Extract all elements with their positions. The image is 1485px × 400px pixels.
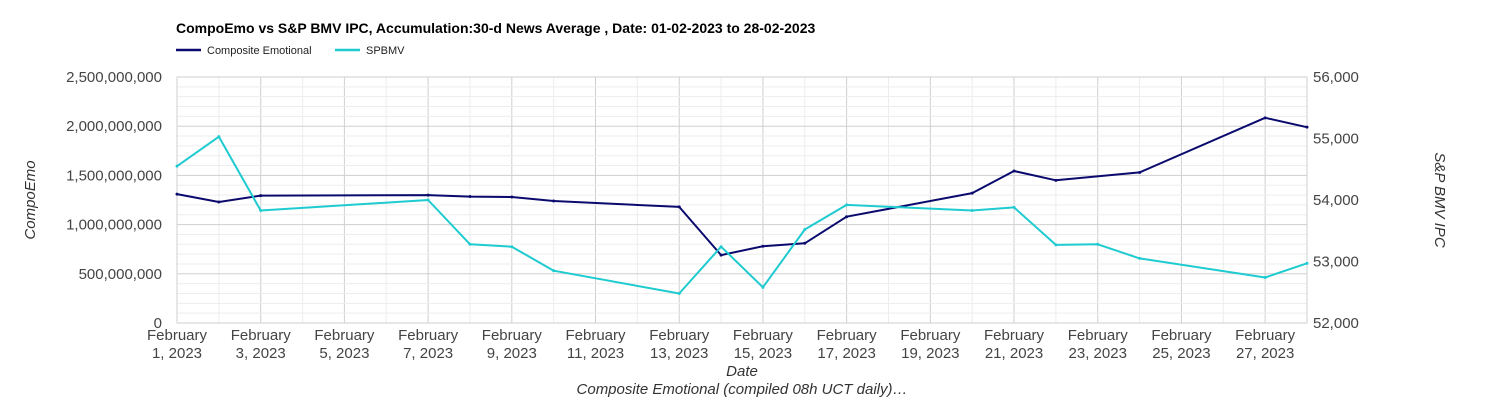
x-tick-label-date: 23, 2023 <box>1069 345 1127 362</box>
legend-item-composite-emotional[interactable]: Composite Emotional <box>176 45 312 57</box>
data-point-spbmv <box>719 245 723 249</box>
data-point-spbmv <box>1305 261 1309 265</box>
data-point-spbmv <box>761 285 765 289</box>
y-left-tick-label: 2,000,000,000 <box>66 118 162 135</box>
y-left-tick-label: 500,000,000 <box>79 266 162 283</box>
data-point-spbmv <box>1096 242 1100 246</box>
x-tick-label-month: February <box>314 327 375 344</box>
data-point-composite-emotional <box>719 253 723 257</box>
data-point-spbmv <box>1138 256 1142 260</box>
series-line-composite-emotional <box>176 116 1308 257</box>
data-point-spbmv <box>468 242 472 246</box>
x-tick-label-date: 1, 2023 <box>152 345 202 362</box>
data-point-spbmv <box>845 203 849 207</box>
x-tick-label-date: 25, 2023 <box>1152 345 1210 362</box>
x-tick-label-month: February <box>733 327 794 344</box>
data-point-composite-emotional <box>510 195 514 199</box>
legend[interactable]: Composite Emotional SPBMV <box>176 45 405 57</box>
x-tick-label-date: 3, 2023 <box>236 345 286 362</box>
x-tick-label-date: 13, 2023 <box>650 345 708 362</box>
data-point-composite-emotional <box>1012 169 1016 173</box>
data-point-spbmv <box>1054 243 1058 247</box>
x-tick-label-date: 5, 2023 <box>319 345 369 362</box>
y-left-tick-label: 2,500,000,000 <box>66 69 162 86</box>
y-right-tick-label: 54,000 <box>1313 192 1359 209</box>
y-right-tick-label: 53,000 <box>1313 254 1359 271</box>
data-point-composite-emotional <box>761 244 765 248</box>
data-point-composite-emotional <box>1138 170 1142 174</box>
data-point-spbmv <box>426 198 430 202</box>
x-tick-label-month: February <box>900 327 961 344</box>
x-tick-label-month: February <box>1068 327 1129 344</box>
data-point-composite-emotional <box>803 241 807 245</box>
y-right-tick-label: 52,000 <box>1313 315 1359 332</box>
x-tick-label-month: February <box>817 327 878 344</box>
data-point-spbmv <box>510 245 514 249</box>
x-tick-label-date: 27, 2023 <box>1236 345 1294 362</box>
y-left-axis-label: CompoEmo <box>22 160 39 239</box>
data-point-spbmv <box>677 291 681 295</box>
data-point-composite-emotional <box>552 199 556 203</box>
chart-caption: Composite Emotional (compiled 08h UCT da… <box>577 381 908 398</box>
y-right-tick-label: 55,000 <box>1313 131 1359 148</box>
x-tick-label-date: 19, 2023 <box>901 345 959 362</box>
x-tick-label-month: February <box>398 327 459 344</box>
y-left-tick-label: 1,500,000,000 <box>66 167 162 184</box>
x-tick-label-date: 7, 2023 <box>403 345 453 362</box>
y-left-tick-label: 0 <box>154 315 162 332</box>
data-point-spbmv <box>217 135 221 139</box>
chart-title: CompoEmo vs S&P BMV IPC, Accumulation:30… <box>176 20 816 36</box>
x-tick-label-month: February <box>984 327 1045 344</box>
x-tick-label-date: 21, 2023 <box>985 345 1043 362</box>
data-point-composite-emotional <box>426 193 430 197</box>
x-tick-label-month: February <box>566 327 627 344</box>
legend-item-spbmv[interactable]: SPBMV <box>335 45 405 57</box>
x-tick-label-date: 9, 2023 <box>487 345 537 362</box>
plot-area-border <box>176 76 1308 324</box>
data-point-composite-emotional <box>845 215 849 219</box>
data-point-spbmv <box>970 208 974 212</box>
data-point-spbmv <box>803 228 807 232</box>
series-layer <box>175 116 1309 295</box>
legend-label-spbmv: SPBMV <box>366 45 405 57</box>
x-tick-label-month: February <box>147 327 208 344</box>
y-right-tick-label: 56,000 <box>1313 69 1359 86</box>
data-point-spbmv <box>175 164 179 168</box>
grid <box>176 76 1308 324</box>
x-tick-label-month: February <box>231 327 292 344</box>
data-point-composite-emotional <box>1305 125 1309 129</box>
y-left-tick-label: 1,000,000,000 <box>66 217 162 234</box>
data-point-spbmv <box>259 208 263 212</box>
x-axis-label: Date <box>726 363 758 380</box>
x-tick-label-month: February <box>649 327 710 344</box>
x-tick-label-month: February <box>1235 327 1296 344</box>
data-point-spbmv <box>552 269 556 273</box>
data-point-composite-emotional <box>468 195 472 199</box>
x-tick-label-date: 15, 2023 <box>734 345 792 362</box>
data-point-composite-emotional <box>175 192 179 196</box>
x-tick-label-month: February <box>1151 327 1212 344</box>
data-point-composite-emotional <box>259 194 263 198</box>
data-point-composite-emotional <box>217 200 221 204</box>
data-point-composite-emotional <box>1263 116 1267 120</box>
data-point-spbmv <box>1012 205 1016 209</box>
data-point-composite-emotional <box>970 191 974 195</box>
x-tick-label-date: 17, 2023 <box>817 345 875 362</box>
y-left-ticks: 0 500,000,000 1,000,000,000 1,500,000,000 2,… <box>66 69 162 332</box>
y-right-axis-label: S&P BMV IPC <box>1431 152 1448 247</box>
data-point-composite-emotional <box>1054 178 1058 182</box>
x-tick-label-date: 11, 2023 <box>567 345 624 362</box>
x-tick-label-month: February <box>482 327 543 344</box>
legend-label-composite-emotional: Composite Emotional <box>207 45 312 57</box>
data-point-composite-emotional <box>677 205 681 209</box>
data-point-spbmv <box>1263 275 1267 279</box>
y-right-ticks: 52,000 53,000 54,000 55,000 56,000 <box>1313 69 1359 332</box>
